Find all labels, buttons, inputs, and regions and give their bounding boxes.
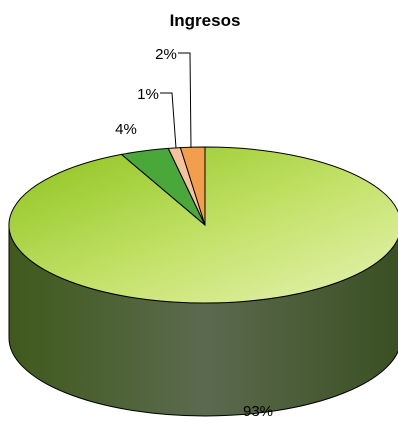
data-label-4: 2%: [155, 46, 177, 63]
chart-title: Ingresos: [170, 11, 241, 30]
leader-line-4: [178, 52, 192, 149]
leader-line-layer: [160, 52, 192, 149]
leader-line-3: [160, 92, 177, 149]
pie-slice-layer: [8, 146, 398, 304]
data-label-1: 93%: [243, 403, 273, 420]
data-label-layer: 93% 4% 1% 2%: [115, 46, 273, 420]
pie-slice-4: [179, 146, 206, 226]
pie-slice-1: [8, 146, 398, 304]
data-label-2: 4%: [115, 121, 137, 138]
data-label-3: 1%: [137, 86, 159, 103]
